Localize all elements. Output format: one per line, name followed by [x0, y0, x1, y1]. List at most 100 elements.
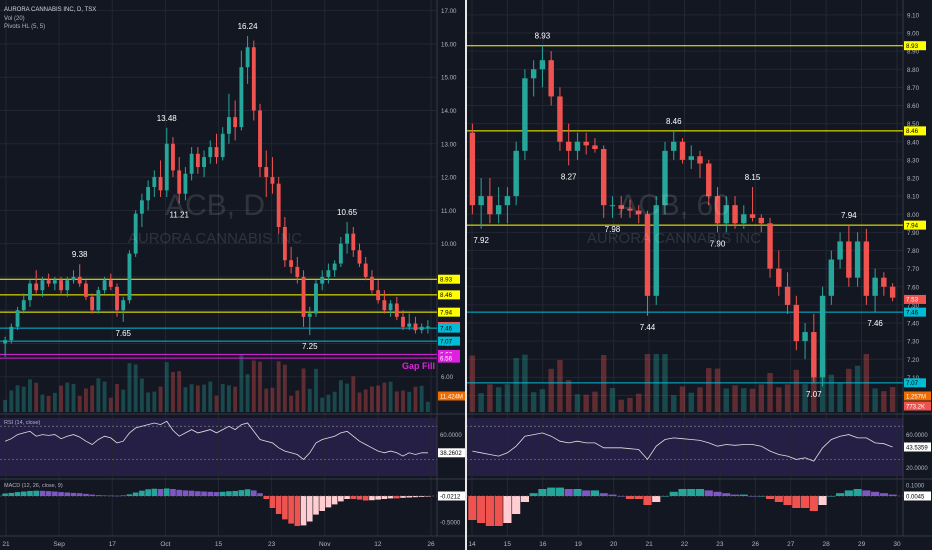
left-macd-tick: -0.5000: [440, 520, 461, 526]
right-volume-bar: [574, 394, 581, 412]
right-price-tag: [904, 220, 926, 230]
left-candle-body: [245, 47, 250, 68]
left-macd-bar: [294, 496, 301, 526]
right-macd-bar: [634, 496, 643, 499]
left-candle-body: [307, 313, 312, 317]
left-price-tag-text: 7.94: [440, 309, 453, 316]
right-volume-bar: [487, 384, 493, 412]
right-price-tag-text: 7.46: [906, 309, 919, 316]
right-candle-body: [688, 156, 694, 160]
left-candle-body: [413, 323, 418, 331]
right-volume-bar: [688, 392, 694, 412]
left-macd-bar: [120, 495, 127, 497]
left-macd-bar: [207, 491, 214, 496]
right-macd-bar: [538, 489, 547, 496]
right-candle-body: [487, 196, 493, 215]
left-time-label: Nov: [319, 541, 331, 548]
left-price-tag-text: 7.46: [440, 325, 453, 332]
right-volume-bar: [627, 397, 633, 412]
left-candle-body: [214, 147, 219, 158]
left-macd-bar: [232, 490, 238, 496]
right-hourly-chart[interactable]: 8.93 7.92 8.27 7.98 7.44 8.46 7.90 8.15 7.07 7.94…: [466, 0, 932, 550]
right-rsi-line: [472, 432, 893, 462]
right-candle-body: [636, 210, 642, 215]
right-volume-bar: [600, 355, 607, 412]
right-candle-body: [644, 214, 651, 296]
right-volume-bar: [478, 393, 484, 412]
left-macd-bar: [375, 496, 381, 500]
left-volume-bar: [90, 385, 95, 412]
right-price-tick: 7.40: [907, 321, 920, 328]
right-macd-bar: [844, 490, 853, 496]
left-volume-bar: [34, 382, 39, 412]
left-volume-bar: [394, 391, 399, 412]
left-time-label: 15: [215, 541, 223, 548]
left-volume-bar: [276, 361, 281, 412]
right-volume-bar: [793, 369, 800, 412]
left-macd-bar: [201, 491, 207, 496]
right-macd-value-text: 0.0045: [906, 494, 925, 500]
left-volume-bar: [401, 390, 405, 412]
left-volume-bar: [370, 386, 374, 412]
left-macd-bar: [263, 496, 270, 499]
right-price-tick: 9.10: [907, 12, 920, 19]
left-volume-bar: [133, 364, 138, 412]
left-volume-bar: [202, 384, 206, 412]
right-price-tag: [904, 126, 926, 136]
right-price-tick: 7.80: [907, 248, 920, 255]
left-macd-bar: [188, 490, 195, 496]
right-volume-bar: [495, 387, 502, 412]
left-candle-body: [376, 290, 381, 301]
right-time-label: 19: [575, 541, 583, 548]
left-pivot-label: 7.25: [302, 342, 318, 351]
left-candle-body: [401, 316, 405, 327]
left-daily-chart[interactable]: 9.38 7.65 13.48 11.21 16.24 7.25 10.65 17.00 16.…: [0, 0, 466, 550]
left-volume-bar: [307, 388, 312, 412]
right-price-tick: 8.50: [907, 121, 920, 128]
right-candle-body: [889, 286, 896, 298]
right-candle-body: [872, 277, 878, 296]
right-price-tick: 8.70: [907, 85, 920, 92]
left-candle-body: [394, 303, 399, 317]
left-macd-bar: [338, 496, 344, 502]
left-macd-bar: [226, 491, 232, 496]
left-candle-body: [96, 290, 101, 311]
left-macd-bar: [412, 496, 419, 498]
left-macd-bar: [381, 496, 388, 499]
left-volume-bar: [220, 384, 225, 412]
left-price-tick: 13.00: [441, 141, 457, 148]
right-candle-body: [863, 241, 870, 296]
right-macd-bar: [608, 494, 617, 496]
right-volume-bar: [767, 372, 773, 412]
right-price-tick: 7.50: [907, 302, 920, 309]
right-macd-bar: [582, 490, 591, 496]
left-volume-bar: [21, 386, 26, 412]
left-macd-bar: [393, 496, 400, 499]
left-candle-body: [171, 143, 175, 171]
left-candle-body: [382, 300, 387, 311]
right-price-tick: 9.00: [907, 31, 920, 38]
left-macd-bar: [70, 492, 77, 496]
left-candle-body: [419, 326, 424, 331]
left-macd-bar: [145, 489, 151, 496]
left-candle-body: [71, 276, 76, 281]
right-price-tag: [904, 41, 926, 51]
right-macd-bar: [678, 489, 687, 496]
left-candle-body: [363, 263, 368, 277]
right-price-tick: 8.20: [907, 176, 920, 183]
left-volume-bar: [264, 388, 269, 412]
left-time-label: Oct: [160, 541, 170, 548]
right-watermark-name: AURORA CANNABIS INC: [587, 230, 761, 247]
right-candle-body: [776, 268, 782, 287]
left-header-pivots: Pivots HL (5, 5): [4, 24, 45, 30]
left-volume-bar: [332, 391, 337, 412]
left-volume-bar: [351, 376, 356, 412]
left-price-tick: 10.00: [441, 241, 457, 248]
left-candle-body: [264, 167, 269, 178]
left-volume-bar: [127, 363, 132, 412]
right-macd-bar: [617, 496, 626, 497]
left-price-tick: 11.00: [441, 208, 457, 215]
left-candle-body: [139, 200, 144, 214]
left-volume-bar: [40, 394, 45, 412]
right-volume-bar: [749, 388, 756, 412]
